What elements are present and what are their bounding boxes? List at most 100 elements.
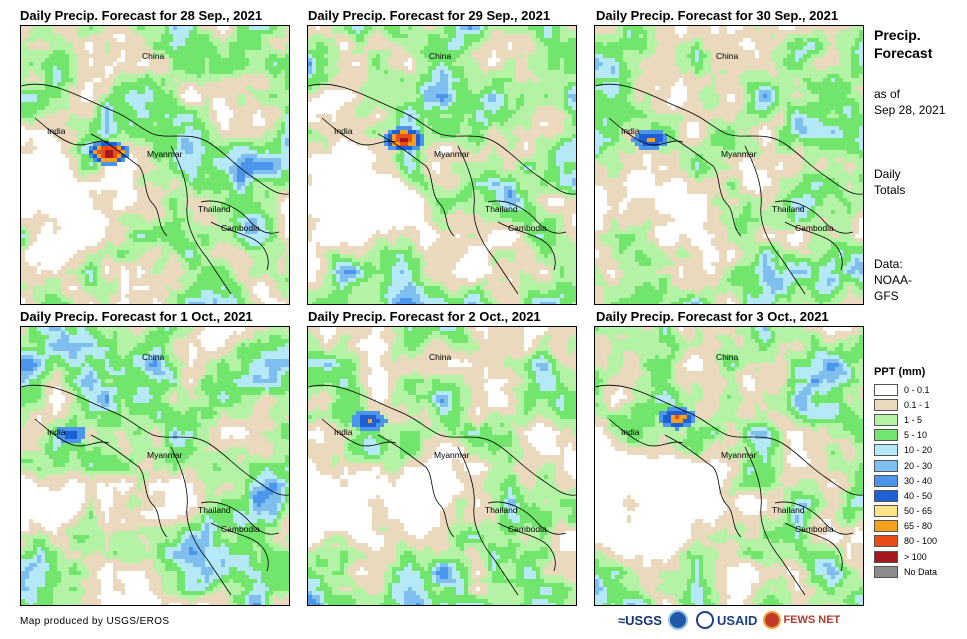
label-china: China [429,51,451,61]
legend-item: 65 - 80 [874,519,937,534]
side-title: Precip. Forecast [874,26,964,62]
label-india: India [47,126,65,136]
legend-swatch [874,474,898,487]
legend-label: 0.1 - 1 [904,400,930,410]
legend-item: 80 - 100 [874,534,937,549]
legend-label: 20 - 30 [904,461,932,471]
precip-map-5: China India Myanmar Thailand Cambodia [307,326,577,606]
precip-map-4: China India Myanmar Thailand Cambodia [20,326,290,606]
legend-swatch [874,383,898,396]
legend-item: 0.1 - 1 [874,397,937,412]
precip-map-1: China India Myanmar Thailand Cambodia [20,25,290,305]
credit-text: Map produced by USGS/EROS [20,616,170,627]
label-cambodia: Cambodia [221,524,260,534]
precip-map-3: China India Myanmar Thailand Cambodia [594,25,864,305]
label-myanmar: Myanmar [434,450,469,460]
legend-swatch [874,489,898,502]
label-india: India [621,427,639,437]
label-china: China [142,51,164,61]
panel-title: Daily Precip. Forecast for 30 Sep., 2021 [596,8,838,23]
label-thailand: Thailand [485,505,518,515]
legend-label: > 100 [904,552,927,562]
daily-totals-note: Daily Totals [874,166,905,198]
ppt-legend: PPT (mm) 0 - 0.1 0.1 - 1 1 - 5 5 - 10 10 - 2… [874,366,937,579]
legend-swatch [874,429,898,442]
label-india: India [334,126,352,136]
legend-swatch [874,550,898,563]
panel-title: Daily Precip. Forecast for 2 Oct., 2021 [308,309,541,324]
label-myanmar: Myanmar [147,450,182,460]
label-myanmar: Myanmar [434,149,469,159]
legend-label: 80 - 100 [904,536,937,546]
usgs-logo: ≈USGS [618,613,662,628]
legend-swatch [874,413,898,426]
label-cambodia: Cambodia [795,524,834,534]
label-china: China [716,352,738,362]
legend-swatch [874,459,898,472]
as-of-label: as of [874,86,945,102]
precip-raster [308,327,576,605]
legend-item: > 100 [874,549,937,564]
label-india: India [47,427,65,437]
legend-title: PPT (mm) [874,366,937,378]
legend-swatch [874,520,898,533]
label-thailand: Thailand [772,505,805,515]
precip-raster [308,26,576,304]
panel-title: Daily Precip. Forecast for 28 Sep., 2021 [20,8,262,23]
legend-item: No Data [874,564,937,579]
precip-raster [21,327,289,605]
legend-item: 40 - 50 [874,488,937,503]
as-of-value: Sep 28, 2021 [874,102,945,118]
legend-label: No Data [904,567,937,577]
label-myanmar: Myanmar [721,450,756,460]
legend-label: 5 - 10 [904,430,927,440]
legend-rows: 0 - 0.1 0.1 - 1 1 - 5 5 - 10 10 - 20 20 - 30 3… [874,382,937,579]
label-china: China [142,352,164,362]
data-line2: NOAA- [874,272,912,288]
legend-label: 10 - 20 [904,445,932,455]
legend-label: 1 - 5 [904,415,922,425]
totals-line1: Daily [874,166,905,182]
fewsnet-icon [763,611,782,629]
agency-logos: ≈USGS USAID FEWS NET [618,606,864,634]
data-source-note: Data: NOAA- GFS [874,256,912,304]
legend-label: 40 - 50 [904,491,932,501]
precip-map-2: China India Myanmar Thailand Cambodia [307,25,577,305]
totals-line2: Totals [874,182,905,198]
label-thailand: Thailand [772,204,805,214]
legend-item: 30 - 40 [874,473,937,488]
fewsnet-logo: FEWS NET [783,614,840,626]
legend-item: 0 - 0.1 [874,382,937,397]
label-india: India [334,427,352,437]
panel-title: Daily Precip. Forecast for 3 Oct., 2021 [596,309,829,324]
label-india: India [621,126,639,136]
precip-raster [595,26,863,304]
precip-raster [21,26,289,304]
legend-label: 30 - 40 [904,476,932,486]
label-cambodia: Cambodia [508,223,547,233]
legend-label: 65 - 80 [904,521,932,531]
legend-label: 0 - 0.1 [904,385,930,395]
label-myanmar: Myanmar [147,149,182,159]
panel-title: Daily Precip. Forecast for 1 Oct., 2021 [20,309,253,324]
as-of-date: as of Sep 28, 2021 [874,86,945,118]
legend-swatch [874,535,898,548]
side-title-line1: Precip. [874,26,964,44]
legend-label: 50 - 65 [904,506,932,516]
label-myanmar: Myanmar [721,149,756,159]
precip-map-6: China India Myanmar Thailand Cambodia [594,326,864,606]
legend-swatch [874,444,898,457]
side-title-line2: Forecast [874,44,964,62]
label-cambodia: Cambodia [221,223,260,233]
legend-item: 5 - 10 [874,428,937,443]
label-thailand: Thailand [198,505,231,515]
label-cambodia: Cambodia [508,524,547,534]
panel-title: Daily Precip. Forecast for 29 Sep., 2021 [308,8,550,23]
data-line1: Data: [874,256,912,272]
legend-swatch [874,398,898,411]
label-china: China [429,352,451,362]
noaa-logo-icon [667,610,688,630]
label-china: China [716,51,738,61]
label-thailand: Thailand [198,204,231,214]
data-line3: GFS [874,288,912,304]
